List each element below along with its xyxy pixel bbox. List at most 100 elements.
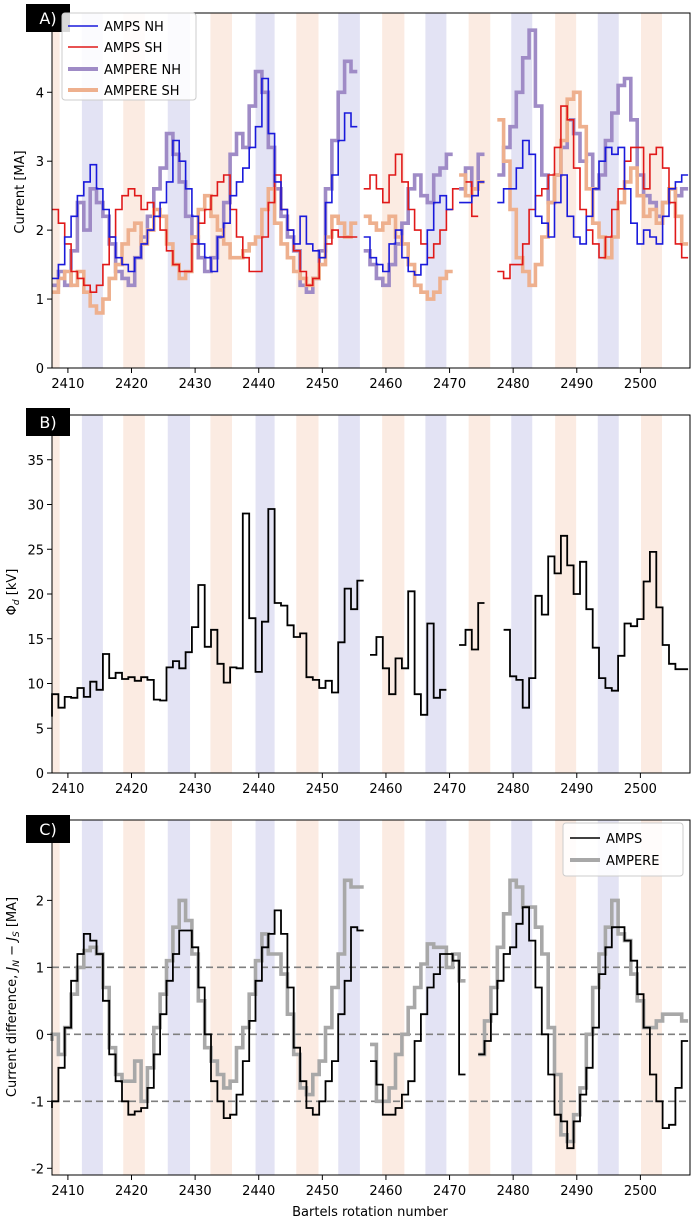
y-tick-label: 0: [36, 1028, 44, 1043]
y-tick-label: 0: [36, 362, 44, 377]
x-tick-label: 2420: [115, 1184, 148, 1199]
x-tick-label: 2450: [306, 377, 339, 392]
band-red-0: [52, 415, 60, 773]
y-tick-label: 30: [27, 499, 44, 514]
band-red-3: [296, 13, 319, 368]
x-tick-label: 2480: [497, 377, 530, 392]
y-tick-label: 1: [36, 293, 44, 308]
panel-a: 012345 241024202430244024502460247024802…: [13, 4, 691, 392]
band-blue-4: [425, 415, 447, 773]
x-tick-label: 2440: [242, 782, 275, 797]
x-tick-label: 2470: [433, 782, 466, 797]
panel-c-reference-lines: [52, 966, 690, 1103]
series-amps-sh: [52, 105, 689, 293]
x-tick-label: 2440: [242, 377, 275, 392]
x-tick-label: 2450: [306, 1184, 339, 1199]
panel-b-label: B): [39, 413, 56, 432]
panel-a-x-axis: 2410 2420 2430 2440 2450 2460 2470 2480 2490 2500: [51, 368, 657, 392]
x-tick-label: 2460: [369, 782, 402, 797]
y-tick-label: 4: [36, 86, 44, 101]
panel-c: -2-10123 2410242024302440245024602470248…: [5, 815, 691, 1220]
panel-a-plot-area: [52, 28, 689, 315]
band-blue-1: [167, 820, 191, 1175]
band-blue-0: [81, 820, 103, 1175]
panel-b-x-axis: 2410 2420 2430 2440 2450 2460 2470 2480 2490 2500: [51, 773, 657, 797]
x-tick-label: 2470: [433, 1184, 466, 1199]
band-blue-0: [81, 415, 103, 773]
y-tick-label: 20: [27, 588, 44, 603]
panel-c-frame: [51, 819, 691, 1176]
x-tick-label: 2410: [51, 1184, 84, 1199]
band-red-6: [555, 13, 577, 368]
y-tick-label: 3: [36, 155, 44, 170]
y-tick-label: 35: [27, 454, 44, 469]
panel-a-label: A): [39, 9, 56, 28]
panel-a-y-axis: 012345: [36, 17, 52, 377]
x-tick-label: 2430: [179, 1184, 212, 1199]
legend-label-amps-nh: AMPS NH: [104, 20, 164, 35]
y-tick-label: 0: [36, 767, 44, 782]
panel-a-ylabel: Current [MA]: [13, 150, 28, 233]
x-tick-label: 2460: [369, 377, 402, 392]
band-blue-4: [425, 13, 447, 368]
panel-a-frame: [51, 12, 691, 369]
panel-c-label-box: C): [26, 815, 70, 843]
panel-c-ylabel-unit: [MA]: [5, 897, 20, 931]
band-red-7: [641, 13, 663, 368]
x-axis-label: Bartels rotation number: [292, 1205, 448, 1220]
band-red-3: [296, 820, 319, 1175]
x-tick-label: 2470: [433, 377, 466, 392]
x-tick-label: 2430: [179, 782, 212, 797]
band-red-4: [382, 415, 405, 773]
y-tick-label: 15: [27, 633, 44, 648]
panel-b-ylabel-main: Φ: [5, 605, 20, 615]
panel-c-ylabel-s2: S: [12, 931, 22, 937]
x-tick-label: 2410: [51, 377, 84, 392]
panel-b-bands: [52, 415, 663, 773]
band-red-0: [52, 13, 60, 368]
band-red-0: [52, 820, 60, 1175]
panel-c-ylabel: Current difference, JN − JS [MA]: [5, 897, 22, 1097]
panel-a-bands: [52, 13, 663, 368]
band-red-2: [210, 820, 233, 1175]
y-tick-label: 25: [27, 543, 44, 558]
band-red-4: [382, 13, 405, 368]
x-tick-label: 2480: [497, 1184, 530, 1199]
band-blue-3: [338, 13, 360, 368]
series-amps: [51, 906, 689, 1150]
panel-b-ylabel: Φd [kV]: [5, 569, 22, 616]
legend-label-ampere-sh: AMPERE SH: [104, 84, 180, 99]
x-tick-label: 2420: [115, 782, 148, 797]
x-tick-label: 2480: [497, 782, 530, 797]
panel-c-y-axis: -2-10123: [31, 827, 52, 1177]
band-red-7: [641, 415, 663, 773]
y-tick-label: 1: [36, 961, 44, 976]
band-red-1: [123, 415, 145, 773]
x-tick-label: 2460: [369, 1184, 402, 1199]
x-tick-label: 2430: [179, 377, 212, 392]
band-blue-4: [425, 820, 447, 1175]
y-tick-label: 10: [27, 678, 44, 693]
panel-b: 0510152025303540 24102420243024402450246…: [5, 408, 691, 797]
band-blue-2: [255, 415, 275, 773]
x-tick-label: 2500: [624, 377, 657, 392]
panel-c-plot-area: [50, 878, 689, 1150]
x-tick-label: 2440: [242, 1184, 275, 1199]
legend-label-amps-sh: AMPS SH: [104, 41, 162, 56]
panel-b-ylabel-unit: [kV]: [5, 569, 20, 600]
x-tick-label: 2490: [560, 782, 593, 797]
x-tick-label: 2410: [51, 782, 84, 797]
band-blue-5: [511, 415, 533, 773]
panel-c-x-axis: 2410 2420 2430 2440 2450 2460 2470 2480 2490 2500: [51, 1175, 657, 1199]
panel-b-ylabel-sub: d: [12, 599, 22, 605]
band-red-5: [468, 820, 491, 1175]
band-blue-2: [255, 820, 275, 1175]
band-blue-1: [167, 415, 191, 773]
band-red-4: [382, 820, 405, 1175]
panel-b-y-axis: 0510152025303540: [27, 409, 52, 782]
panel-a-legend: AMPS NH AMPS SH AMPERE NH AMPERE SH: [61, 12, 197, 101]
x-tick-label: 2420: [115, 377, 148, 392]
band-blue-6: [597, 415, 619, 773]
band-red-1: [123, 820, 145, 1175]
